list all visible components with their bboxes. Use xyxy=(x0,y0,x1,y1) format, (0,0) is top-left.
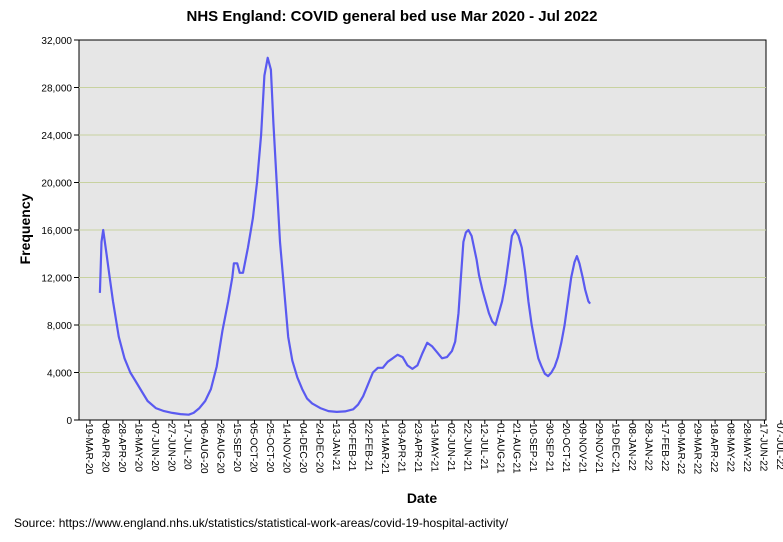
x-tick-label: 28-JAN-22 xyxy=(642,423,653,471)
source-note: Source: https://www.england.nhs.uk/stati… xyxy=(14,516,509,530)
x-tick-label: 07-JUN-20 xyxy=(149,423,160,472)
y-tick-label: 8,000 xyxy=(47,321,72,332)
x-tick-label: 17-FEB-22 xyxy=(659,423,670,472)
y-tick-label: 12,000 xyxy=(41,274,72,285)
x-tick-label: 29-MAR-22 xyxy=(692,423,703,475)
x-tick-label: 26-AUG-20 xyxy=(215,423,226,474)
x-tick-label: 02-JUN-21 xyxy=(445,423,456,472)
y-tick-label: 32,000 xyxy=(41,36,72,47)
chart-title: NHS England: COVID general bed use Mar 2… xyxy=(187,8,598,25)
x-tick-label: 10-SEP-21 xyxy=(527,423,538,472)
x-tick-label: 18-APR-22 xyxy=(708,423,719,473)
x-tick-label: 08-JAN-22 xyxy=(626,423,637,471)
x-tick-label: 13-JAN-21 xyxy=(330,423,341,471)
x-tick-label: 17-JUN-22 xyxy=(757,423,768,472)
x-tick-label: 20-OCT-21 xyxy=(560,423,571,473)
x-tick-label: 28-MAY-22 xyxy=(741,423,752,472)
x-tick-label: 15-SEP-20 xyxy=(231,423,242,472)
x-tick-label: 18-MAY-20 xyxy=(132,423,143,472)
y-tick-label: 28,000 xyxy=(41,84,72,95)
x-tick-label: 23-APR-21 xyxy=(412,423,423,473)
x-tick-label: 22-FEB-21 xyxy=(363,423,374,472)
y-tick-label: 16,000 xyxy=(41,226,72,237)
x-tick-label: 25-OCT-20 xyxy=(264,423,275,473)
x-tick-label: 29-NOV-21 xyxy=(593,423,604,473)
x-tick-label: 05-OCT-20 xyxy=(248,423,259,473)
y-axis-label: Frequency xyxy=(17,193,33,264)
gridlines xyxy=(79,87,766,373)
x-tick-label: 06-AUG-20 xyxy=(198,423,209,474)
x-tick-label: 08-APR-20 xyxy=(99,423,110,473)
x-tick-label: 03-APR-21 xyxy=(396,423,407,473)
x-tick-label: 30-SEP-21 xyxy=(544,423,555,472)
y-tick-label: 0 xyxy=(66,416,72,427)
x-tick-label: 22-JUN-21 xyxy=(461,423,472,472)
x-tick-label: 09-NOV-21 xyxy=(577,423,588,473)
x-tick-label: 04-DEC-20 xyxy=(297,423,308,473)
x-tick-label: 19-DEC-21 xyxy=(609,423,620,473)
x-tick-label: 12-JUL-21 xyxy=(478,423,489,470)
x-tick-label: 14-NOV-20 xyxy=(280,423,291,473)
x-tick-label: 17-JUL-20 xyxy=(182,423,193,470)
x-tick-label: 21-AUG-21 xyxy=(511,423,522,474)
x-tick-label: 19-MAR-20 xyxy=(83,423,94,475)
x-tick-label: 08-MAY-22 xyxy=(725,423,736,472)
series-line xyxy=(98,56,591,416)
x-tick-label: 28-APR-20 xyxy=(116,423,127,473)
y-axis: 0 4,000 8,000 12,000 16,000 20,000 24,000 28,00… xyxy=(41,36,79,427)
x-axis-label: Date xyxy=(407,490,438,506)
x-tick-label: 01-AUG-21 xyxy=(494,423,505,474)
x-tick-label: 14-MAR-21 xyxy=(379,423,390,475)
x-tick-label: 24-DEC-20 xyxy=(313,423,324,473)
x-tick-label: 07-JUL-22 xyxy=(774,423,783,470)
x-axis: 19-MAR-20 08-APR-20 28-APR-20 18-MAY-20 07-J… xyxy=(83,420,783,475)
x-tick-label: 13-MAY-21 xyxy=(428,423,439,472)
y-tick-label: 24,000 xyxy=(41,131,72,142)
x-tick-label: 09-MAR-22 xyxy=(675,423,686,475)
x-tick-label: 02-FEB-21 xyxy=(346,423,357,472)
y-tick-label: 4,000 xyxy=(47,369,72,380)
y-tick-label: 20,000 xyxy=(41,179,72,190)
x-tick-label: 27-JUN-20 xyxy=(165,423,176,472)
